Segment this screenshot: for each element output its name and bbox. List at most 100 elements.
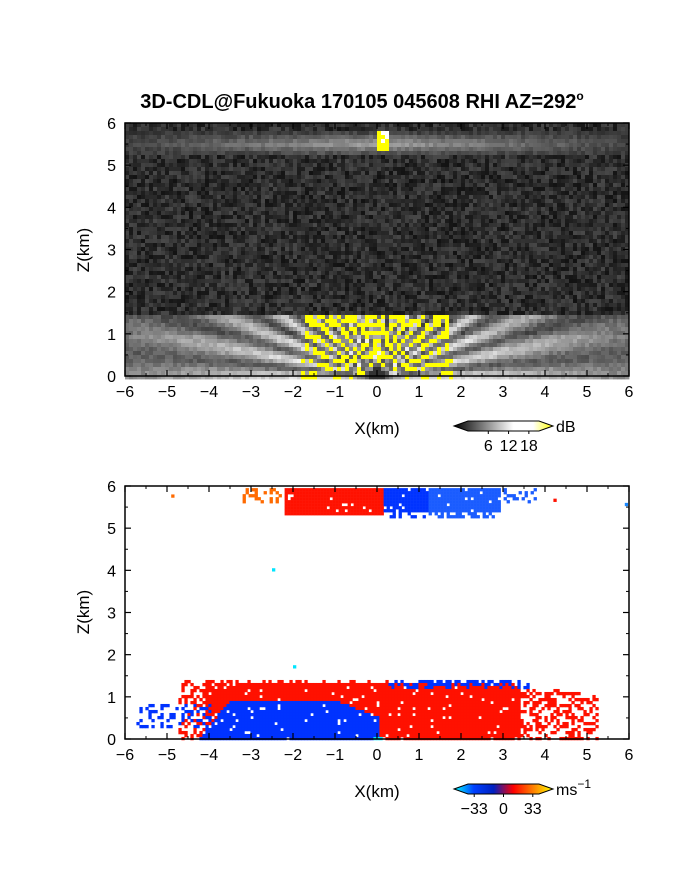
reflectivity-cell: [461, 159, 466, 164]
reflectivity-cell: [409, 251, 414, 256]
reflectivity-cell: [237, 279, 242, 284]
reflectivity-cell: [165, 255, 170, 260]
reflectivity-cell: [381, 187, 386, 192]
reflectivity-cell: [357, 183, 362, 188]
reflectivity-cell: [173, 183, 178, 188]
reflectivity-cell: [437, 211, 442, 216]
reflectivity-cell: [265, 247, 270, 252]
reflectivity-cell: [217, 179, 222, 184]
reflectivity-cell: [361, 183, 366, 188]
reflectivity-cell: [201, 259, 206, 264]
reflectivity-cell: [617, 163, 622, 168]
reflectivity-cell: [217, 127, 222, 132]
reflectivity-cell: [189, 259, 194, 264]
reflectivity-cell: [213, 135, 218, 140]
reflectivity-cell: [141, 127, 146, 132]
reflectivity-cell: [317, 259, 322, 264]
reflectivity-cell: [621, 243, 626, 248]
reflectivity-cell: [257, 235, 262, 240]
reflectivity-cell: [409, 151, 414, 156]
reflectivity-cell: [517, 271, 522, 276]
reflectivity-cell: [501, 163, 506, 168]
reflectivity-cell: [233, 227, 238, 232]
reflectivity-cell: [197, 247, 202, 252]
reflectivity-cell: [545, 235, 550, 240]
reflectivity-cell: [365, 151, 370, 156]
reflectivity-cell: [237, 159, 242, 164]
reflectivity-cell: [505, 211, 510, 216]
reflectivity-cell: [245, 259, 250, 264]
reflectivity-cell: [485, 219, 490, 224]
reflectivity-cell: [621, 183, 626, 188]
reflectivity-cell: [541, 127, 546, 132]
reflectivity-cell: [285, 231, 290, 236]
reflectivity-cell: [557, 219, 562, 224]
reflectivity-cell: [145, 163, 150, 168]
reflectivity-cell: [313, 147, 318, 152]
reflectivity-cell: [425, 139, 430, 144]
reflectivity-cell: [237, 187, 242, 192]
reflectivity-cell: [621, 215, 626, 220]
reflectivity-cell: [437, 279, 442, 284]
reflectivity-cell: [377, 135, 382, 140]
reflectivity-cell: [549, 183, 554, 188]
reflectivity-cell: [453, 155, 458, 160]
reflectivity-cell: [145, 203, 150, 208]
reflectivity-cell: [465, 235, 470, 240]
reflectivity-cell: [393, 211, 398, 216]
reflectivity-cell: [461, 211, 466, 216]
reflectivity-cell: [545, 155, 550, 160]
reflectivity-cell: [429, 195, 434, 200]
reflectivity-cell: [365, 199, 370, 204]
reflectivity-cell: [393, 163, 398, 168]
reflectivity-cell: [209, 247, 214, 252]
reflectivity-cell: [353, 271, 358, 276]
reflectivity-cell: [457, 203, 462, 208]
reflectivity-cell: [493, 223, 498, 228]
reflectivity-cell: [485, 175, 490, 180]
reflectivity-cell: [337, 239, 342, 244]
reflectivity-cell: [385, 123, 390, 128]
reflectivity-cell: [513, 191, 518, 196]
reflectivity-cell: [445, 267, 450, 272]
reflectivity-cell: [201, 123, 206, 128]
reflectivity-cell: [137, 207, 142, 212]
reflectivity-cell: [473, 159, 478, 164]
reflectivity-cell: [605, 127, 610, 132]
reflectivity-cell: [489, 147, 494, 152]
reflectivity-cell: [385, 279, 390, 284]
reflectivity-cell: [197, 275, 202, 280]
reflectivity-cell: [421, 195, 426, 200]
reflectivity-cell: [369, 231, 374, 236]
reflectivity-cell: [449, 123, 454, 128]
reflectivity-cell: [565, 171, 570, 176]
reflectivity-cell: [205, 195, 210, 200]
reflectivity-cell: [393, 255, 398, 260]
reflectivity-cell: [533, 219, 538, 224]
reflectivity-cell: [509, 171, 514, 176]
reflectivity-cell: [477, 139, 482, 144]
reflectivity-cell: [565, 123, 570, 128]
reflectivity-cell: [229, 223, 234, 228]
reflectivity-cell: [181, 171, 186, 176]
reflectivity-cell: [445, 255, 450, 260]
reflectivity-cell: [185, 147, 190, 152]
reflectivity-cell: [241, 227, 246, 232]
reflectivity-cell: [529, 175, 534, 180]
reflectivity-cell: [273, 279, 278, 284]
reflectivity-cell: [485, 151, 490, 156]
reflectivity-cell: [353, 159, 358, 164]
reflectivity-cell: [341, 151, 346, 156]
reflectivity-cell: [277, 187, 282, 192]
reflectivity-cell: [349, 135, 354, 140]
reflectivity-cell: [337, 235, 342, 240]
reflectivity-cell: [225, 183, 230, 188]
reflectivity-cell: [137, 247, 142, 252]
reflectivity-cell: [257, 151, 262, 156]
reflectivity-cell: [389, 123, 394, 128]
reflectivity-cell: [613, 131, 618, 136]
reflectivity-cell: [173, 171, 178, 176]
reflectivity-cell: [225, 267, 230, 272]
reflectivity-cell: [189, 131, 194, 136]
reflectivity-cell: [613, 239, 618, 244]
